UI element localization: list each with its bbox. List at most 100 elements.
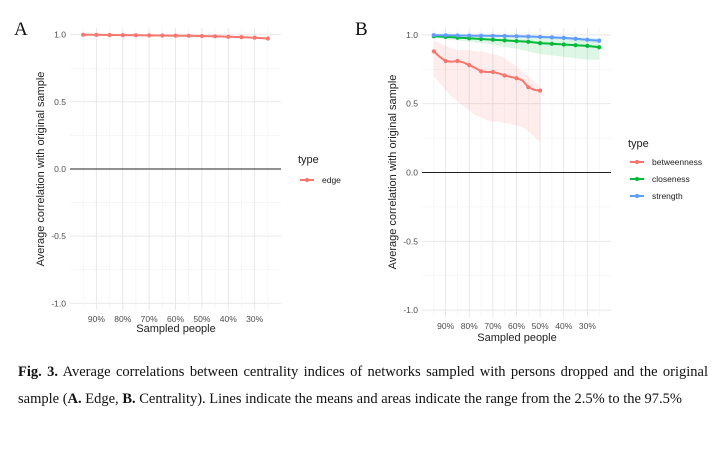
data-point-closeness xyxy=(549,41,555,46)
legend-key-point xyxy=(634,193,640,199)
data-point-closeness xyxy=(538,41,543,46)
panel-a-legend: type edge xyxy=(298,154,341,185)
legend-label-strength: strength xyxy=(652,191,683,201)
data-point-edge xyxy=(120,33,125,38)
data-point-edge xyxy=(94,32,99,37)
data-point-strength xyxy=(478,33,484,38)
panel-a-letter: A xyxy=(14,19,28,40)
caption-a-text: Edge, xyxy=(81,391,123,407)
panel-b-y-ticks: 1.0 0.5 0.0 -0.5 -1.0 xyxy=(403,30,418,315)
x-tick-label: 60% xyxy=(167,314,184,324)
x-tick-label: 30% xyxy=(579,321,596,331)
figure: A 1.0 0.5 0.0 -0.5 -1.0 90% 80% 70% 60% 50% 40% 30… xyxy=(14,19,702,344)
x-tick-label: 50% xyxy=(193,314,210,324)
data-point-strength xyxy=(431,33,436,38)
data-point-betweenness xyxy=(455,58,460,64)
series-line-betweenness xyxy=(433,50,541,92)
data-point-strength xyxy=(526,34,531,39)
data-point-closeness xyxy=(514,38,519,44)
data-point-edge xyxy=(252,35,257,40)
panel-b-legend-title: type xyxy=(628,138,649,150)
data-point-edge xyxy=(212,34,218,39)
panel-b: B 1.0 0.5 0.0 -0.5 -1.0 90% 80% 70% 60% 50% 40% 30… xyxy=(355,19,702,344)
data-point-strength xyxy=(502,33,507,39)
panel-b-series xyxy=(431,33,602,93)
legend-key-point xyxy=(634,176,640,182)
panel-b-x-ticks: 90% 80% 70% 60% 50% 40% 30% xyxy=(437,321,596,331)
data-point-strength xyxy=(585,37,590,42)
y-tick-label: -1.0 xyxy=(403,305,418,315)
data-point-closeness xyxy=(561,42,566,47)
y-tick-label: 1.0 xyxy=(406,30,418,40)
data-point-closeness xyxy=(478,36,484,42)
data-point-edge xyxy=(147,33,152,38)
data-point-closeness xyxy=(597,45,602,50)
data-point-edge xyxy=(160,33,165,38)
panel-a: A 1.0 0.5 0.0 -0.5 -1.0 90% 80% 70% 60% 50% 40% 30… xyxy=(14,19,341,335)
y-tick-label: -0.5 xyxy=(403,236,418,246)
data-point-closeness xyxy=(573,43,578,48)
data-point-strength xyxy=(573,36,578,41)
panel-a-x-ticks: 90% 80% 70% 60% 50% 40% 30% xyxy=(88,314,264,324)
data-point-closeness xyxy=(526,39,531,44)
caption-text-1: Average correlations between centrality … xyxy=(18,364,708,407)
data-point-strength xyxy=(549,35,555,40)
x-tick-label: 70% xyxy=(484,321,501,331)
data-point-strength xyxy=(514,34,519,39)
data-point-edge xyxy=(226,34,231,39)
data-point-strength xyxy=(443,33,448,38)
data-point-closeness xyxy=(585,43,590,48)
panel-b-y-label: Average correlation with original sample xyxy=(387,75,399,270)
caption-b-label: B. xyxy=(122,391,136,407)
data-point-strength xyxy=(597,38,602,43)
x-tick-label: 50% xyxy=(532,321,549,331)
data-point-strength xyxy=(455,33,460,38)
legend-label-betweenness: betweenness xyxy=(652,157,702,167)
x-tick-label: 40% xyxy=(220,314,237,324)
data-point-edge xyxy=(239,35,244,40)
data-point-edge xyxy=(133,33,139,38)
y-tick-label: 0.0 xyxy=(54,164,66,174)
x-tick-label: 90% xyxy=(88,314,105,324)
data-point-betweenness xyxy=(467,63,472,68)
data-point-betweenness xyxy=(431,49,436,54)
y-tick-label: 0.0 xyxy=(406,168,418,178)
x-tick-label: 80% xyxy=(461,321,478,331)
panel-a-y-label: Average correlation with original sample xyxy=(35,72,47,267)
panel-a-x-label: Sampled people xyxy=(136,323,216,335)
data-point-betweenness xyxy=(526,85,531,90)
x-tick-label: 60% xyxy=(508,321,525,331)
data-point-closeness xyxy=(502,38,507,43)
panel-a-y-ticks: 1.0 0.5 0.0 -0.5 -1.0 xyxy=(51,30,66,309)
caption-prefix: Fig. 3. xyxy=(18,364,59,380)
panel-a-legend-title: type xyxy=(298,154,319,166)
data-point-betweenness xyxy=(514,76,519,81)
data-point-edge xyxy=(81,32,86,37)
data-point-edge xyxy=(199,33,204,39)
range-band-betweenness xyxy=(433,40,541,143)
data-point-strength xyxy=(561,35,566,41)
legend-key-point xyxy=(634,159,640,165)
x-tick-label: 70% xyxy=(141,314,158,324)
data-point-betweenness xyxy=(478,69,484,74)
y-tick-label: 1.0 xyxy=(54,30,66,40)
y-tick-label: 0.5 xyxy=(406,99,418,109)
figure-caption: Fig. 3. Average correlations between cen… xyxy=(18,359,708,413)
data-point-strength xyxy=(467,33,472,38)
y-tick-label: -1.0 xyxy=(51,298,66,308)
x-tick-label: 40% xyxy=(555,321,572,331)
data-point-betweenness xyxy=(502,73,507,78)
caption-b-text: Centrality). Lines indicate the means an… xyxy=(135,391,682,407)
data-point-betweenness xyxy=(490,69,495,75)
panel-b-x-label: Sampled people xyxy=(477,332,557,344)
panel-b-legend: type betweenness closeness strength xyxy=(628,138,702,201)
panel-a-series xyxy=(81,32,270,41)
legend-key-point xyxy=(304,177,310,183)
caption-a-label: A. xyxy=(67,391,82,407)
data-point-edge xyxy=(186,33,191,38)
data-point-edge xyxy=(107,32,112,38)
range-band-closeness xyxy=(433,34,600,60)
x-tick-label: 90% xyxy=(437,321,454,331)
data-point-betweenness xyxy=(538,88,543,93)
data-point-strength xyxy=(538,34,543,40)
